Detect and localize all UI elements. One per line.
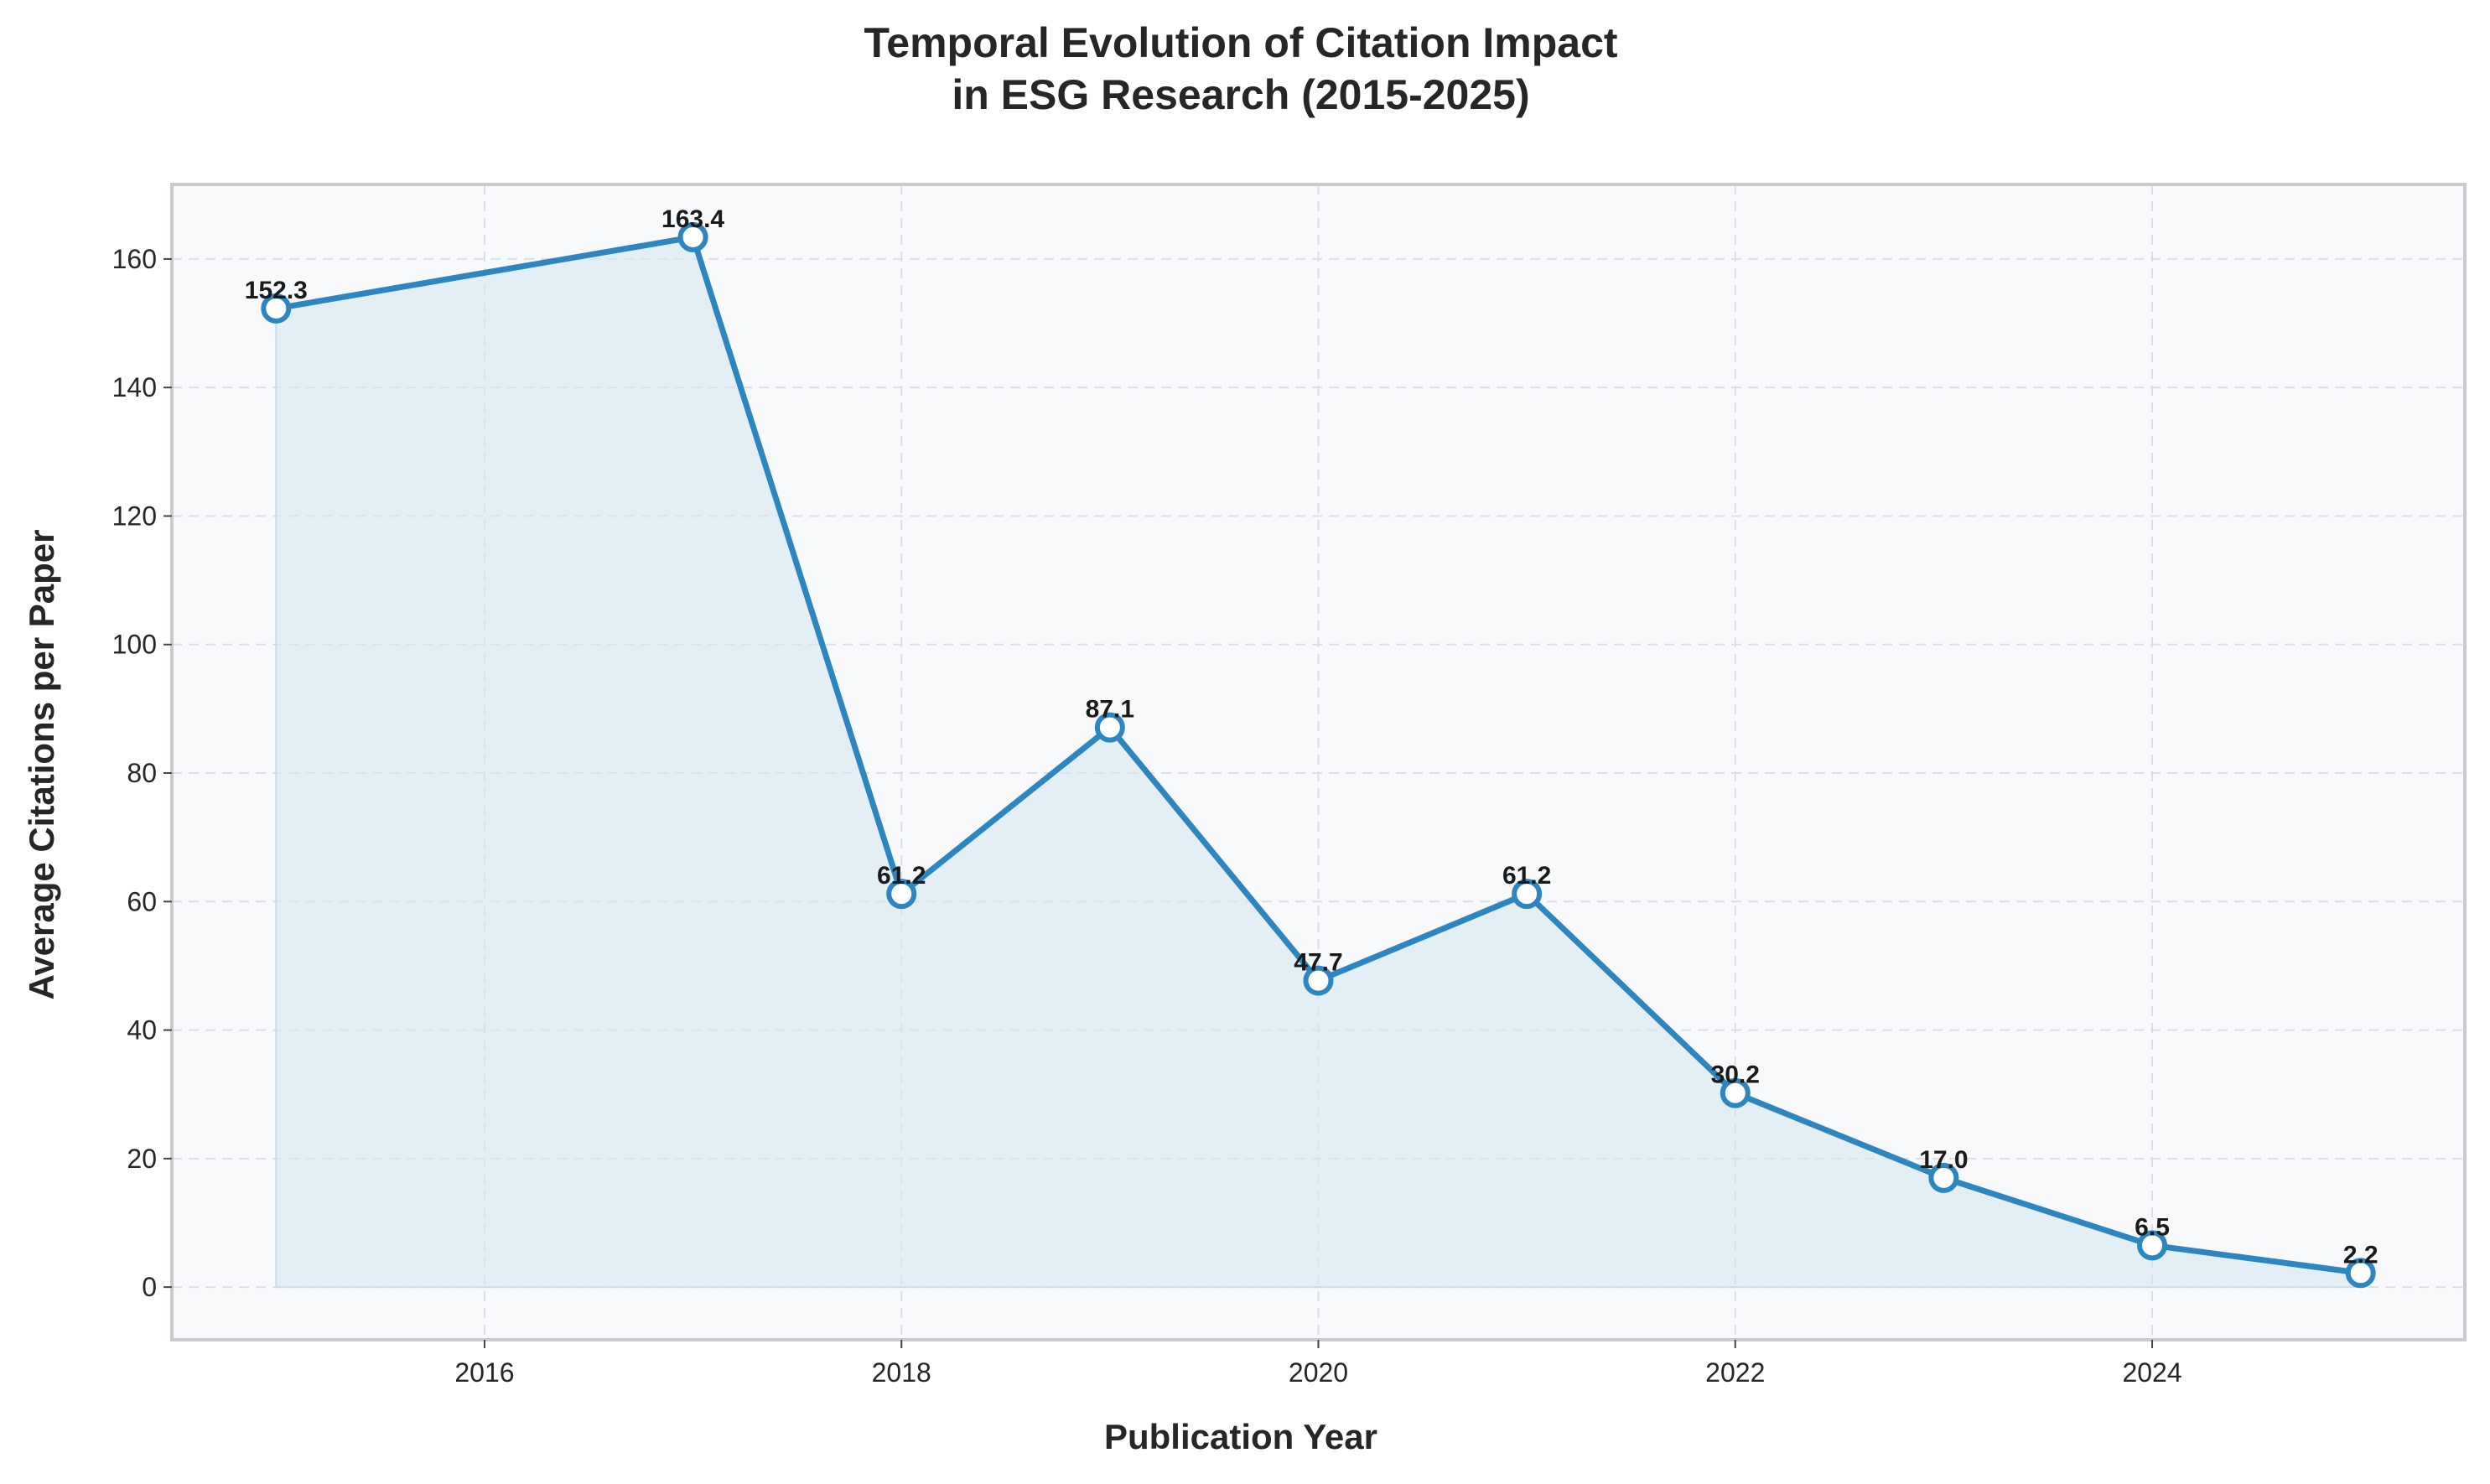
data-labels: 152.3 163.4 61.2 87.1 47.7 61.2 30.2 17.0 6.5 2.2 bbox=[245, 205, 2378, 1269]
data-point-2017 bbox=[677, 221, 708, 252]
data-point-2019 bbox=[1094, 712, 1125, 743]
x-tick-label-2018: 2018 bbox=[872, 1357, 931, 1388]
y-tick-label-160: 160 bbox=[112, 244, 157, 274]
data-label-2025: 2.2 bbox=[2343, 1241, 2378, 1269]
y-axis-ticks: 0 20 40 60 80 100 120 140 160 bbox=[112, 244, 172, 1302]
y-tick-label-80: 80 bbox=[127, 758, 157, 788]
data-label-2023: 17.0 bbox=[1919, 1146, 1968, 1174]
y-tick-label-0: 0 bbox=[142, 1272, 157, 1302]
data-points bbox=[261, 221, 2376, 1289]
data-point-2018 bbox=[886, 879, 917, 910]
series-line bbox=[272, 234, 2364, 1276]
y-tick-label-20: 20 bbox=[127, 1144, 157, 1174]
data-point-2022 bbox=[1720, 1077, 1751, 1108]
data-point-2020 bbox=[1303, 965, 1334, 996]
x-tick-label-2020: 2020 bbox=[1289, 1357, 1348, 1388]
x-tick-label-2022: 2022 bbox=[1705, 1357, 1765, 1388]
data-label-2020: 47.7 bbox=[1294, 949, 1342, 977]
x-tick-label-2024: 2024 bbox=[2122, 1357, 2181, 1388]
data-label-2024: 6.5 bbox=[2135, 1213, 2170, 1241]
data-point-2023 bbox=[1928, 1162, 1959, 1193]
y-tick-label-60: 60 bbox=[127, 886, 157, 916]
data-label-2021: 61.2 bbox=[1502, 862, 1551, 890]
y-tick-label-100: 100 bbox=[112, 630, 157, 660]
y-tick-label-40: 40 bbox=[127, 1015, 157, 1046]
chart-title-line-2: in ESG Research (2015-2025) bbox=[952, 71, 1529, 118]
chart-title-line-1: Temporal Evolution of Citation Impact bbox=[864, 19, 1617, 66]
data-point-2015 bbox=[261, 293, 292, 324]
data-label-2019: 87.1 bbox=[1086, 696, 1134, 724]
y-tick-label-120: 120 bbox=[112, 501, 157, 531]
x-tick-label-2016: 2016 bbox=[454, 1357, 514, 1388]
y-tick-label-140: 140 bbox=[112, 372, 157, 402]
data-point-2021 bbox=[1512, 879, 1543, 910]
x-axis-label: Publication Year bbox=[1104, 1417, 1377, 1456]
data-point-2024 bbox=[2137, 1230, 2168, 1261]
data-point-2025 bbox=[2345, 1258, 2376, 1289]
x-axis-ticks: 2016 2018 2020 2022 2024 bbox=[454, 1340, 2182, 1388]
y-axis-label: Average Citations per Paper bbox=[22, 530, 61, 1000]
data-label-2017: 163.4 bbox=[661, 205, 724, 233]
data-label-2022: 30.2 bbox=[1711, 1061, 1760, 1089]
data-label-2015: 152.3 bbox=[245, 277, 308, 304]
data-label-2018: 61.2 bbox=[877, 862, 926, 890]
